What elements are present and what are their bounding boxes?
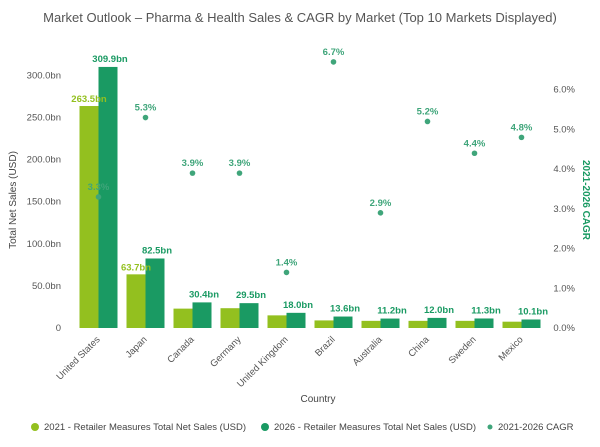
legend-label-2021: 2021 - Retailer Measures Total Net Sales… [44,422,246,433]
bar-2021 [126,274,146,328]
y2-axis-ticks: 0.0% 1.0% 2.0% 3.0% 4.0% 5.0% 6.0% [553,85,575,334]
data-label-cagr: 2.9% [370,198,392,209]
cagr-point [518,134,525,141]
data-labels: 263.5bn 309.9bn 63.7bn 82.5bn 30.4bn 29.5bn 18… [71,47,548,318]
y2-tick-label: 3.0% [553,204,575,215]
chart-title: Market Outlook – Pharma & Health Sales &… [43,10,557,25]
bar-2021 [502,321,522,328]
cagr-series [95,59,525,276]
y-tick-label: 200.0bn [27,155,61,166]
x-axis-title: Country [300,394,335,405]
y-tick-label: 50.0bn [32,281,61,292]
bar-2026 [333,316,353,328]
bar-2021 [361,320,381,328]
bar-2026 [521,319,541,328]
bar-2021 [173,308,193,328]
x-tick-label: Mexico [497,334,526,363]
data-label-cagr: 4.4% [464,138,486,149]
data-label-2026: 12.0bn [424,305,454,316]
legend-marker-2026 [261,423,269,431]
x-tick-label: Japan [124,334,150,360]
bar-2026 [239,303,259,328]
y2-tick-label: 6.0% [553,85,575,96]
data-label-cagr: 3.3% [88,182,110,193]
bar-2021 [408,320,428,328]
y-tick-label: 150.0bn [27,197,61,208]
bar-2021 [79,106,99,328]
data-label-2026: 10.1bn [518,306,548,317]
cagr-point [283,269,290,276]
data-label-cagr: 3.9% [182,158,204,169]
x-tick-label: China [406,334,432,360]
data-label-2021: 63.7bn [121,262,151,273]
data-label-2026: 18.0bn [283,300,313,311]
legend-marker-2021 [31,423,39,431]
data-label-cagr: 5.3% [135,103,157,114]
cagr-point [95,194,102,200]
bar-2026 [286,312,306,328]
bar-2021 [220,308,240,328]
bar-2026 [427,317,447,328]
cagr-point [330,59,337,65]
data-label-cagr: 4.8% [511,122,533,133]
y-tick-label: 250.0bn [27,112,61,123]
data-label-cagr: 5.2% [417,106,439,117]
y-tick-label: 0 [56,323,61,334]
bar-2021 [455,320,475,328]
bar-2021 [267,315,287,328]
cagr-point [189,170,196,176]
bar-2021 [314,320,334,328]
y2-tick-label: 2.0% [553,244,575,255]
cagr-point [424,118,431,125]
cagr-point [377,210,384,216]
y2-tick-label: 0.0% [553,323,575,334]
x-tick-label: Germany [208,334,244,370]
bar-series [79,66,541,328]
y-axis-title: Total Net Sales (USD) [8,151,19,249]
x-tick-label: Canada [165,334,197,366]
legend: 2021 - Retailer Measures Total Net Sales… [31,422,574,433]
x-tick-label: United States [55,334,103,382]
y-tick-label: 100.0bn [27,239,61,250]
data-label-2026: 309.9bn [92,54,128,65]
data-label-cagr: 3.9% [229,158,251,169]
data-label-2026: 11.3bn [471,305,501,316]
data-label-2026: 29.5bn [236,290,266,301]
data-label-cagr: 6.7% [323,47,345,58]
bar-2026 [380,318,400,328]
data-label-2021: 263.5bn [71,94,107,105]
legend-label-2026: 2026 - Retailer Measures Total Net Sales… [274,422,476,433]
y2-axis-title: 2021-2026 CAGR [580,160,591,241]
y2-tick-label: 1.0% [553,283,575,294]
data-label-2026: 11.2bn [377,306,407,317]
legend-marker-cagr [487,424,493,430]
bar-2026 [192,302,212,328]
bar-2026 [98,66,118,328]
y2-tick-label: 4.0% [553,164,575,175]
data-label-cagr: 1.4% [276,257,298,268]
x-tick-label: Sweden [447,334,479,366]
x-tick-label: Australia [351,334,385,368]
cagr-point [471,150,478,157]
x-tick-label: United Kingdom [235,334,291,390]
y2-tick-label: 5.0% [553,124,575,135]
cagr-point [236,170,243,176]
legend-label-cagr: 2021-2026 CAGR [498,422,574,433]
cagr-point [142,114,149,121]
y-tick-label: 300.0bn [27,70,61,81]
data-label-2026: 82.5bn [142,246,172,257]
x-tick-label: Brazil [313,334,338,359]
data-label-2026: 30.4bn [189,289,219,300]
bar-2026 [474,318,494,328]
bar-2026 [145,258,165,328]
data-label-2026: 13.6bn [330,304,360,315]
y-axis-ticks: 0 50.0bn 100.0bn 150.0bn 200.0bn 250.0bn 300.0… [27,70,61,334]
